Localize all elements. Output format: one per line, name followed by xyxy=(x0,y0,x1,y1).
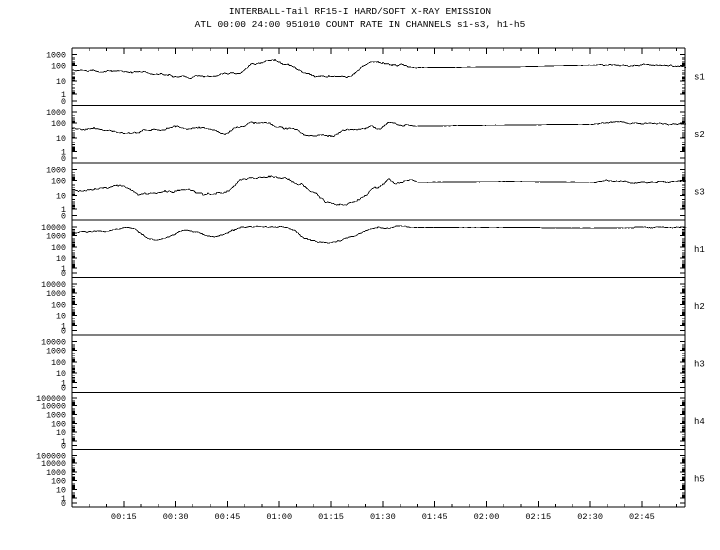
svg-text:0: 0 xyxy=(61,385,66,394)
svg-text:1000: 1000 xyxy=(46,166,66,175)
svg-text:h1: h1 xyxy=(694,245,705,255)
svg-text:10000: 10000 xyxy=(41,339,66,348)
svg-text:10: 10 xyxy=(56,193,66,202)
svg-text:100: 100 xyxy=(51,177,66,186)
svg-text:02:30: 02:30 xyxy=(577,512,603,522)
svg-text:100: 100 xyxy=(51,244,66,253)
svg-text:100: 100 xyxy=(51,359,66,368)
svg-text:1000: 1000 xyxy=(46,52,66,61)
svg-text:1000: 1000 xyxy=(46,233,66,242)
svg-text:10000: 10000 xyxy=(41,281,66,290)
svg-text:01:00: 01:00 xyxy=(266,512,292,522)
svg-text:100: 100 xyxy=(51,420,66,429)
svg-text:0: 0 xyxy=(61,98,66,107)
svg-text:10: 10 xyxy=(56,78,66,87)
svg-text:10000: 10000 xyxy=(41,403,66,412)
svg-text:0: 0 xyxy=(61,270,66,279)
svg-text:00:45: 00:45 xyxy=(215,512,241,522)
svg-text:10: 10 xyxy=(56,487,66,496)
svg-text:01:30: 01:30 xyxy=(370,512,396,522)
svg-text:01:45: 01:45 xyxy=(422,512,448,522)
svg-text:s2: s2 xyxy=(694,130,705,140)
svg-text:10: 10 xyxy=(56,429,66,438)
svg-text:h4: h4 xyxy=(694,417,705,427)
svg-text:10: 10 xyxy=(56,135,66,144)
svg-text:100: 100 xyxy=(51,301,66,310)
svg-text:10: 10 xyxy=(56,255,66,264)
svg-text:10: 10 xyxy=(56,370,66,379)
svg-text:100: 100 xyxy=(51,478,66,487)
svg-text:1000: 1000 xyxy=(46,347,66,356)
svg-text:02:45: 02:45 xyxy=(629,512,655,522)
svg-text:1000: 1000 xyxy=(46,469,66,478)
svg-text:100: 100 xyxy=(51,63,66,72)
svg-text:00:30: 00:30 xyxy=(163,512,189,522)
svg-text:01:15: 01:15 xyxy=(318,512,344,522)
svg-text:h5: h5 xyxy=(694,474,705,484)
svg-text:h3: h3 xyxy=(694,360,705,370)
svg-text:0: 0 xyxy=(61,443,66,452)
svg-text:00:15: 00:15 xyxy=(111,512,137,522)
svg-text:0: 0 xyxy=(61,213,66,222)
svg-text:0: 0 xyxy=(61,327,66,336)
svg-text:s1: s1 xyxy=(694,73,705,83)
svg-text:1000: 1000 xyxy=(46,290,66,299)
svg-text:1000: 1000 xyxy=(46,412,66,421)
svg-text:h2: h2 xyxy=(694,302,705,312)
svg-text:02:00: 02:00 xyxy=(474,512,500,522)
svg-text:s3: s3 xyxy=(694,187,705,197)
svg-text:100: 100 xyxy=(51,120,66,129)
svg-text:1000: 1000 xyxy=(46,109,66,118)
svg-text:10000: 10000 xyxy=(41,460,66,469)
svg-text:02:15: 02:15 xyxy=(525,512,551,522)
svg-text:0: 0 xyxy=(61,155,66,164)
svg-text:10000: 10000 xyxy=(41,224,66,233)
svg-text:10: 10 xyxy=(56,312,66,321)
svg-text:0: 0 xyxy=(61,500,66,509)
